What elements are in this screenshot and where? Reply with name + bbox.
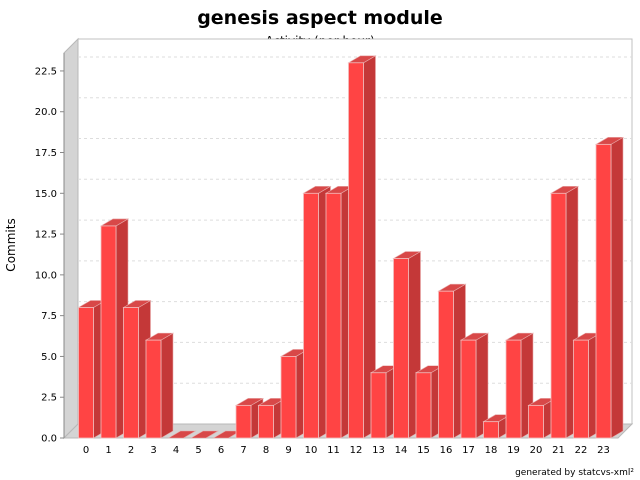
x-tick-label: 16 [440,445,453,456]
y-tick-label: 15.0 [35,189,57,200]
plot-area: 0.02.55.07.510.012.515.017.520.022.50 1 2 3… [35,37,634,456]
x-tick-label: 5 [195,445,201,456]
bar [280,356,297,439]
x-tick-label: 14 [395,445,408,456]
chart-title: genesis aspect module [197,7,443,29]
bar [438,290,454,439]
bar [483,421,499,439]
plot-side-wall [63,37,79,440]
y-tick-label: 7.5 [41,311,57,322]
x-tick-label: 0 [83,445,89,456]
bar [258,404,274,439]
x-tick-label: 12 [350,445,363,456]
x-tick-label: 13 [372,445,385,456]
bar-side [610,136,624,439]
y-axis-label: Commits [4,218,18,271]
bar [505,339,522,439]
bar-top [167,430,197,439]
bar [550,192,567,439]
x-tick-label: 8 [263,445,269,456]
x-tick-label: 7 [240,445,246,456]
bar [78,307,94,439]
bar [348,62,364,439]
x-tick-label: 9 [285,445,291,456]
bar [460,339,477,439]
bar [595,143,612,439]
bar [573,339,589,439]
y-tick-label: 2.5 [41,393,57,404]
bar [100,225,117,439]
bar [303,192,319,439]
x-tick-label: 18 [485,445,498,456]
bar-top [189,430,220,439]
x-tick-label: 3 [150,445,156,456]
bar [528,404,544,439]
y-tick-label: 22.5 [35,66,57,77]
x-tick-label: 22 [575,445,588,456]
x-tick-label: 19 [507,445,520,456]
bar [415,372,432,439]
x-tick-label: 11 [327,445,340,456]
y-tick-label: 5.0 [41,352,57,363]
bar [370,372,387,439]
y-tick-label: 12.5 [35,230,57,241]
x-tick-label: 23 [597,445,610,456]
bar [235,404,252,439]
y-tick-label: 10.0 [35,270,57,281]
bar [325,192,342,439]
x-tick-label: 20 [530,445,543,456]
bar [123,307,139,439]
footer-credit: generated by statcvs-xml² [515,468,634,478]
y-tick-label: 17.5 [35,148,57,159]
x-tick-label: 15 [417,445,430,456]
x-tick-label: 4 [173,445,179,456]
x-tick-label: 6 [218,445,224,456]
x-tick-label: 1 [105,445,111,456]
y-tick-label: 20.0 [35,107,57,118]
bar [145,339,162,439]
x-tick-label: 2 [128,445,134,456]
x-tick-label: 21 [552,445,565,456]
x-tick-label: 10 [305,445,318,456]
x-tick-label: 17 [462,445,475,456]
bar-side [160,332,174,439]
bar [393,258,409,439]
y-tick-label: 0.0 [41,434,57,445]
